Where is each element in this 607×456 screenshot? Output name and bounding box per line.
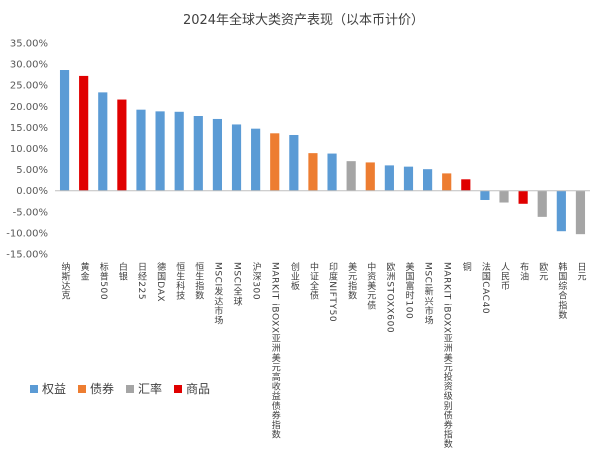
bar bbox=[537, 190, 547, 217]
legend-label: 债券 bbox=[90, 382, 115, 396]
category-label: 美国富时100 bbox=[403, 261, 414, 319]
category-label: 美元指数 bbox=[346, 261, 357, 301]
legend-swatch bbox=[174, 384, 183, 393]
y-tick-label: 35.00% bbox=[10, 39, 48, 50]
y-tick-label: 20.00% bbox=[10, 102, 48, 113]
category-label: 日经225 bbox=[136, 262, 147, 300]
bar bbox=[461, 179, 471, 191]
category-label: MSCI全球 bbox=[232, 262, 243, 306]
legend-label: 汇率 bbox=[138, 382, 163, 396]
y-tick-label: 0.00% bbox=[16, 186, 48, 197]
y-tick-label: -5.00% bbox=[13, 207, 48, 218]
y-tick-label: -10.00% bbox=[6, 228, 48, 239]
category-label: MSCI新兴市场 bbox=[423, 262, 434, 326]
bar bbox=[289, 134, 299, 191]
category-label: 印度NIFTY50 bbox=[327, 261, 338, 322]
category-label: 欧洲STOXX600 bbox=[384, 261, 395, 333]
legend-swatch bbox=[126, 384, 135, 393]
category-label: 铜 bbox=[461, 261, 472, 272]
y-axis: 35.00% 30.00% 25.00% 20.00% 15.00% 10.00% 5.00… bbox=[6, 39, 48, 261]
category-label: 法国CAC40 bbox=[480, 261, 491, 314]
legend-label: 权益 bbox=[42, 382, 67, 396]
category-label: 日元 bbox=[575, 262, 586, 282]
bar bbox=[174, 111, 184, 191]
y-tick-label: 15.00% bbox=[10, 123, 48, 134]
category-label: 恒生科技 bbox=[174, 261, 185, 301]
bar bbox=[480, 190, 490, 200]
bar bbox=[59, 70, 70, 191]
category-label: 纳斯达克 bbox=[60, 261, 71, 301]
y-tick-label: 5.00% bbox=[16, 165, 48, 176]
bar bbox=[136, 109, 146, 191]
bar bbox=[403, 166, 414, 191]
category-label: 创业板 bbox=[289, 261, 300, 291]
y-tick-label: 25.00% bbox=[10, 81, 48, 92]
bar bbox=[575, 190, 586, 235]
category-label: 布油 bbox=[518, 261, 529, 282]
bar bbox=[365, 162, 375, 191]
bar bbox=[499, 190, 509, 203]
bar bbox=[346, 161, 356, 191]
bar bbox=[327, 153, 337, 191]
bar bbox=[556, 190, 566, 232]
bar bbox=[98, 92, 108, 191]
bar bbox=[270, 133, 280, 191]
category-label: 沪深300 bbox=[251, 261, 262, 300]
bar bbox=[308, 153, 318, 191]
category-label: 德国DAX bbox=[155, 261, 166, 302]
bar bbox=[117, 99, 127, 191]
y-tick-label: -15.00% bbox=[6, 250, 48, 261]
category-label: 标普500 bbox=[98, 261, 109, 300]
bar bbox=[155, 111, 165, 191]
category-label: MARKIT iBOXX亚洲美元投资级别债券指数 bbox=[442, 262, 453, 449]
legend-item: 汇率 bbox=[126, 380, 162, 397]
legend-item: 债券 bbox=[78, 380, 114, 397]
chart-title: 2024年全球大类资产表现（以本币计价） bbox=[182, 13, 425, 28]
category-label: 欧元 bbox=[537, 261, 548, 282]
legend-item: 商品 bbox=[174, 380, 210, 397]
bar bbox=[231, 124, 242, 191]
bar bbox=[423, 169, 433, 191]
category-label: MARKIT iBOXX亚洲美元高收益债券指数 bbox=[270, 262, 281, 440]
y-tick-label: 10.00% bbox=[10, 144, 48, 155]
category-label: MSCI发达市场 bbox=[212, 262, 223, 326]
bar bbox=[212, 118, 222, 191]
y-tick-label: 30.00% bbox=[10, 60, 48, 71]
bars-group bbox=[59, 70, 586, 235]
bar bbox=[79, 75, 89, 191]
legend-item: 权益 bbox=[30, 380, 66, 397]
category-label: 中资美元债 bbox=[365, 261, 376, 310]
legend-swatch bbox=[30, 384, 38, 393]
category-label: 白银 bbox=[117, 261, 128, 282]
category-label: 人民币 bbox=[499, 262, 510, 291]
category-label: 恒生指数 bbox=[193, 261, 204, 301]
legend-swatch bbox=[78, 384, 87, 393]
legend: 权益 债券 汇率 商品 bbox=[30, 380, 210, 397]
bar bbox=[442, 173, 452, 191]
legend-label: 商品 bbox=[186, 382, 211, 396]
category-label: 黄金 bbox=[79, 261, 90, 281]
bar bbox=[384, 165, 394, 191]
bar bbox=[251, 128, 261, 191]
bar bbox=[193, 116, 203, 191]
category-label: 中证全债 bbox=[308, 261, 319, 301]
category-labels: 纳斯达克 黄金 标普500 白银 日经225 德国DAX 恒生科技 恒生指数 MSCI发达市场 M… bbox=[60, 261, 586, 449]
category-label: 韩国综合指数 bbox=[556, 261, 567, 320]
bar bbox=[518, 190, 528, 204]
